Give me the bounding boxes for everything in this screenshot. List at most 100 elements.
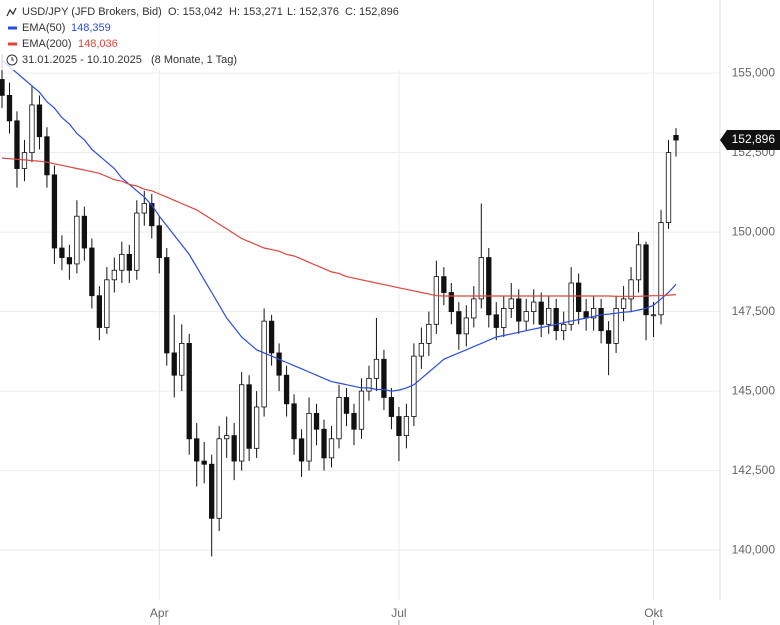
candle-body <box>194 438 200 462</box>
candle-body <box>433 276 440 325</box>
candle-body <box>343 397 350 414</box>
candle-body <box>388 397 395 417</box>
grid <box>0 0 720 600</box>
candle-body <box>238 384 245 462</box>
price-label: 152,896 <box>732 132 776 146</box>
candle-body <box>59 247 65 258</box>
y-tick-label: 140,000 <box>732 542 776 556</box>
candle-body <box>328 438 335 459</box>
x-tick-label: Okt <box>644 606 663 620</box>
candle-body <box>126 253 132 271</box>
candle-body <box>89 247 95 297</box>
candle-body <box>96 295 103 328</box>
candle-body <box>164 257 170 354</box>
candle-body <box>231 435 237 462</box>
candle-body <box>134 212 140 271</box>
candle-body <box>74 215 80 265</box>
candle-body <box>6 94 13 122</box>
candle-body <box>441 276 447 293</box>
candle-body <box>283 374 290 405</box>
plot-area <box>0 54 679 557</box>
candle-body <box>643 244 649 316</box>
candle-body <box>253 406 260 449</box>
candle-body <box>426 323 432 344</box>
candle-body <box>531 301 537 313</box>
candle-body <box>186 343 192 440</box>
candle-body <box>478 257 484 300</box>
candle-body <box>29 104 35 154</box>
legend-value: 148,359 <box>71 22 111 34</box>
candle-body <box>673 134 679 141</box>
candle-body <box>561 323 567 332</box>
ohlc-low: L: 152,376 <box>287 6 339 18</box>
candle-body <box>141 203 147 214</box>
candle-body <box>81 215 88 249</box>
candle-body <box>493 314 499 328</box>
candle-body <box>463 317 469 335</box>
candle-body <box>628 279 634 300</box>
candle-body <box>171 352 177 376</box>
candle-body <box>224 435 230 440</box>
y-tick-label: 155,000 <box>732 65 776 79</box>
ohlc-high: H: 153,271 <box>229 6 283 18</box>
candle-body <box>209 463 215 519</box>
candle-body <box>351 412 357 430</box>
candle-body <box>179 343 185 376</box>
candle-body <box>36 104 43 138</box>
ohlc-close: C: 152,896 <box>345 6 399 18</box>
candle-body <box>321 428 327 459</box>
candle-body <box>0 79 5 96</box>
date-range: 31.01.2025 - 10.10.2025 <box>22 54 142 66</box>
candle-body <box>104 279 110 328</box>
candle-body <box>568 282 574 325</box>
candle-body <box>471 298 477 319</box>
y-tick-label: 142,500 <box>732 463 776 477</box>
candle-body <box>448 292 454 313</box>
candle-body <box>538 301 544 325</box>
candle-body <box>44 136 50 176</box>
candle-body <box>298 438 305 462</box>
candle-body <box>156 225 162 258</box>
candle-body <box>216 438 222 519</box>
chart-icon <box>6 7 17 17</box>
candle-body <box>508 298 514 309</box>
candle-body <box>523 311 529 322</box>
candle-body <box>149 203 155 227</box>
candle-body <box>14 120 20 169</box>
candle-body <box>418 343 425 357</box>
header: USD/JPY (JFD Brokers, Bid) O: 153,042 H:… <box>0 0 400 70</box>
x-tick-label: Jul <box>391 606 406 620</box>
price-marker <box>720 130 780 151</box>
candle-body <box>358 390 365 430</box>
candle-body <box>268 320 275 354</box>
duration: (8 Monate, 1 Tag) <box>151 54 237 66</box>
clock-hands <box>11 57 14 61</box>
chart-title: USD/JPY (JFD Brokers, Bid) <box>22 6 162 18</box>
candle-body <box>51 174 58 249</box>
candle-body <box>620 298 627 309</box>
candle-body <box>291 403 297 440</box>
candle-body <box>396 416 402 437</box>
candle-body <box>516 298 522 322</box>
candle-body <box>261 320 267 408</box>
candle-body <box>605 330 612 344</box>
header-bg <box>0 0 400 70</box>
candle-body <box>276 352 282 376</box>
candle-body <box>373 358 380 379</box>
clock-icon <box>6 54 18 66</box>
candle-body <box>501 308 507 328</box>
candle-body <box>366 377 372 392</box>
candle-body <box>66 257 73 265</box>
candle-body <box>313 412 320 430</box>
ohlc-open: O: 153,042 <box>168 6 222 18</box>
x-tick-label: Apr <box>150 606 169 620</box>
candle-body <box>456 311 462 335</box>
candle-body <box>403 416 410 437</box>
y-tick-label: 150,000 <box>732 224 776 238</box>
y-tick-label: 145,000 <box>732 383 776 397</box>
candle-body <box>590 308 597 319</box>
candle-body <box>575 282 582 313</box>
candle-body <box>411 355 417 417</box>
legend-label: EMA(50) <box>22 22 65 34</box>
